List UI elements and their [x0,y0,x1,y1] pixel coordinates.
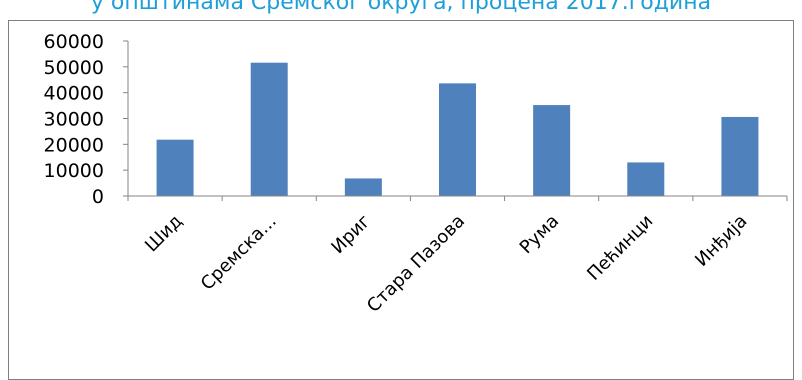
bar [156,139,194,196]
bar-series [156,62,759,197]
x-category-label: Рума [516,211,563,258]
x-category-label: Стара Пазова [363,211,469,317]
y-tick-label: 20000 [44,134,104,156]
x-category-label: Инђија [691,211,751,271]
x-category-label: Шид [141,211,187,257]
y-tick-label: 40000 [44,83,104,105]
y-tick-label: 60000 [44,31,104,53]
y-axis-ticks: 0 10000 20000 30000 40000 50000 60000 [44,31,128,208]
y-tick-label: 10000 [44,160,104,182]
bar-chart: 0 10000 20000 30000 40000 50000 60000 Шид Сремс… [44,31,788,317]
y-tick-label: 0 [92,186,104,208]
bar [721,116,759,196]
bar [344,178,382,196]
axes [127,41,788,201]
y-tick-label: 30000 [44,109,104,131]
x-category-label: Сремска... [197,211,281,295]
bar [439,83,476,196]
chart-title: у општинама Сремског округа, процена 201… [90,0,712,15]
x-category-label: Ириг [327,211,374,258]
bar [250,62,288,197]
y-tick-label: 50000 [44,57,104,79]
chart-frame [8,20,794,380]
x-category-label: Пећинци [583,211,657,285]
bar [627,162,665,196]
bar [533,105,571,196]
